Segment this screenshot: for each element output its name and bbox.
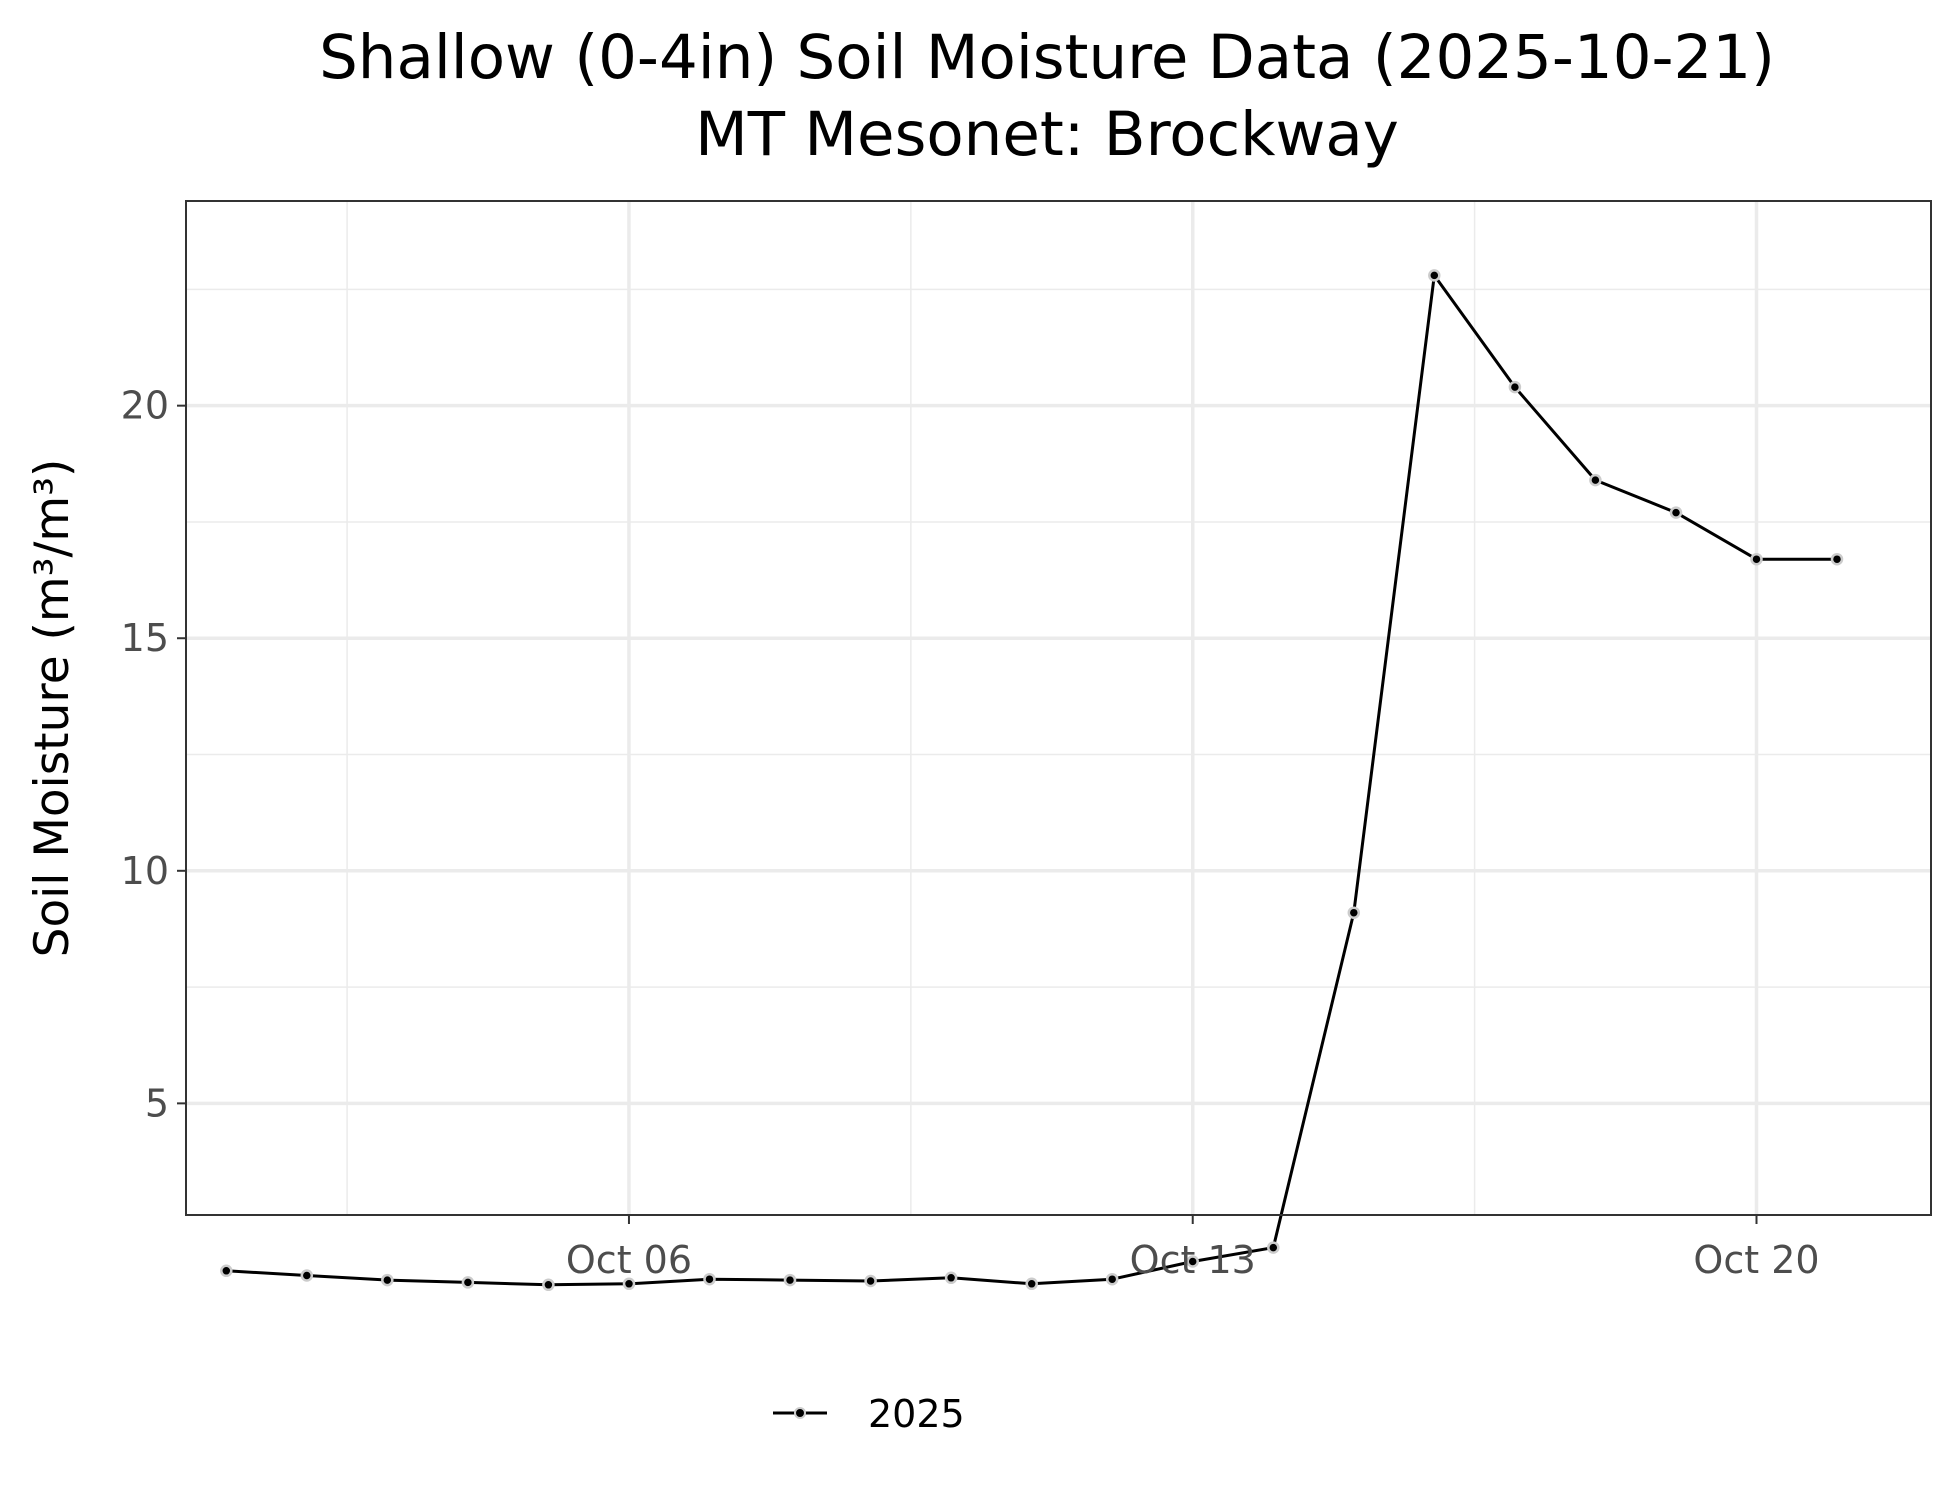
data-point xyxy=(381,1273,394,1287)
data-point xyxy=(1750,552,1763,566)
y-axis-title: Soil Moisture (m³/m³) xyxy=(25,459,80,958)
data-point xyxy=(1508,380,1522,394)
data-point xyxy=(220,1264,233,1278)
data-point xyxy=(1428,269,1441,282)
data-point xyxy=(461,1276,475,1289)
y-tick-label: 20 xyxy=(121,384,169,428)
y-tick-label: 15 xyxy=(121,616,169,660)
data-point xyxy=(783,1273,797,1287)
chart-title: Shallow (0-4in) Soil Moisture Data (2025… xyxy=(319,22,1775,93)
x-axis: Oct 06 Oct 13 Oct 20 xyxy=(566,1215,1820,1282)
data-point xyxy=(864,1274,877,1288)
plot-border xyxy=(185,200,1932,1216)
data-point xyxy=(1347,906,1361,919)
data-point xyxy=(1267,1241,1280,1254)
data-point xyxy=(300,1269,314,1282)
x-tick-label: Oct 06 xyxy=(566,1238,692,1282)
legend-key-point xyxy=(794,1407,806,1419)
data-point xyxy=(1830,552,1844,566)
x-tick-label: Oct 20 xyxy=(1693,1238,1819,1282)
data-point xyxy=(542,1278,555,1292)
grid-major xyxy=(186,201,1931,1215)
legend: 2025 xyxy=(773,1392,965,1436)
legend-label-2025: 2025 xyxy=(868,1392,965,1436)
data-point xyxy=(622,1277,636,1291)
y-tick-label: 5 xyxy=(145,1081,169,1125)
data-point xyxy=(1669,506,1683,519)
data-point xyxy=(944,1271,958,1285)
plot-panel xyxy=(185,200,1932,1292)
data-point xyxy=(1589,473,1602,487)
data-point xyxy=(1025,1277,1038,1291)
y-tick-label: 10 xyxy=(121,849,169,893)
y-axis: 5 10 15 20 xyxy=(121,384,186,1125)
chart-subtitle: MT Mesonet: Brockway xyxy=(695,99,1399,170)
data-point xyxy=(703,1272,716,1286)
x-tick-label: Oct 13 xyxy=(1130,1238,1256,1282)
grid-minor xyxy=(186,201,1931,1215)
data-point xyxy=(1186,1255,1199,1268)
series-layer xyxy=(220,269,1844,1292)
data-point xyxy=(1105,1272,1119,1286)
